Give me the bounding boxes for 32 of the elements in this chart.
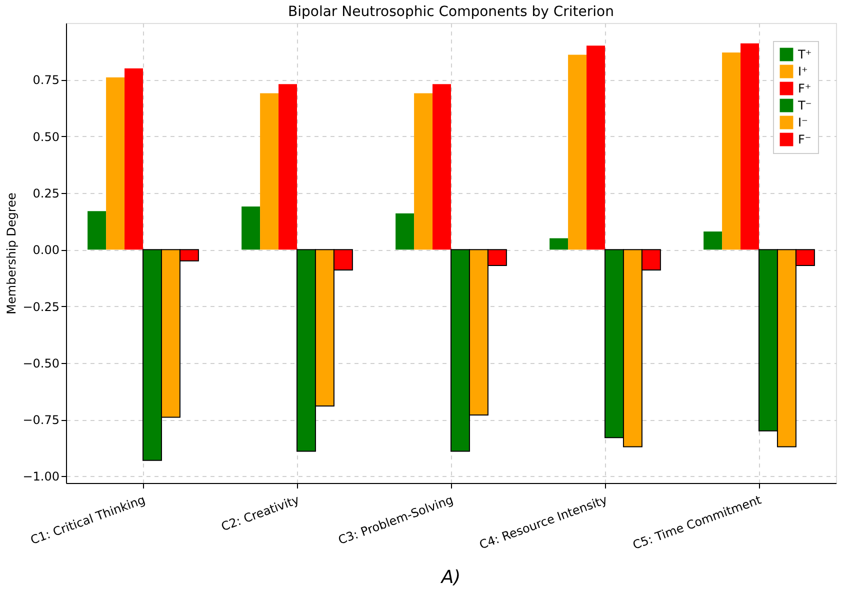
y-tick-label: −0.50 — [22, 356, 60, 370]
legend-label: T⁺ — [797, 48, 812, 62]
legend-label: I⁺ — [798, 64, 808, 78]
bar — [722, 52, 741, 250]
bar — [260, 93, 279, 250]
chart-title: Bipolar Neutrosophic Components by Criterion — [288, 4, 614, 20]
bar — [740, 43, 759, 250]
legend-label: F⁻ — [798, 132, 812, 146]
bar — [106, 77, 125, 250]
y-tick-label: 0.75 — [32, 73, 60, 88]
y-tick-label: 0.00 — [32, 243, 60, 258]
legend-label: F⁺ — [798, 82, 812, 96]
bar — [568, 54, 587, 250]
y-tick-label: 0.50 — [32, 130, 60, 144]
bar — [242, 206, 260, 250]
text: A) — [440, 567, 461, 588]
y-axis-title: Membership Degree — [4, 192, 19, 314]
legend-label: I⁻ — [798, 116, 808, 130]
y-tick-label: −1.00 — [22, 470, 60, 484]
y-tick-label: 0.25 — [32, 186, 60, 200]
legend-label: T⁻ — [797, 98, 812, 112]
bar — [432, 84, 451, 250]
bar — [586, 46, 605, 250]
bar — [88, 211, 106, 250]
bar — [550, 238, 568, 250]
y-tick-label: −0.75 — [22, 413, 60, 428]
bar — [704, 231, 722, 250]
bar — [124, 68, 143, 250]
bar — [278, 84, 297, 250]
bar — [396, 213, 414, 250]
y-tick-label: −0.25 — [22, 300, 60, 314]
bar — [414, 93, 433, 250]
